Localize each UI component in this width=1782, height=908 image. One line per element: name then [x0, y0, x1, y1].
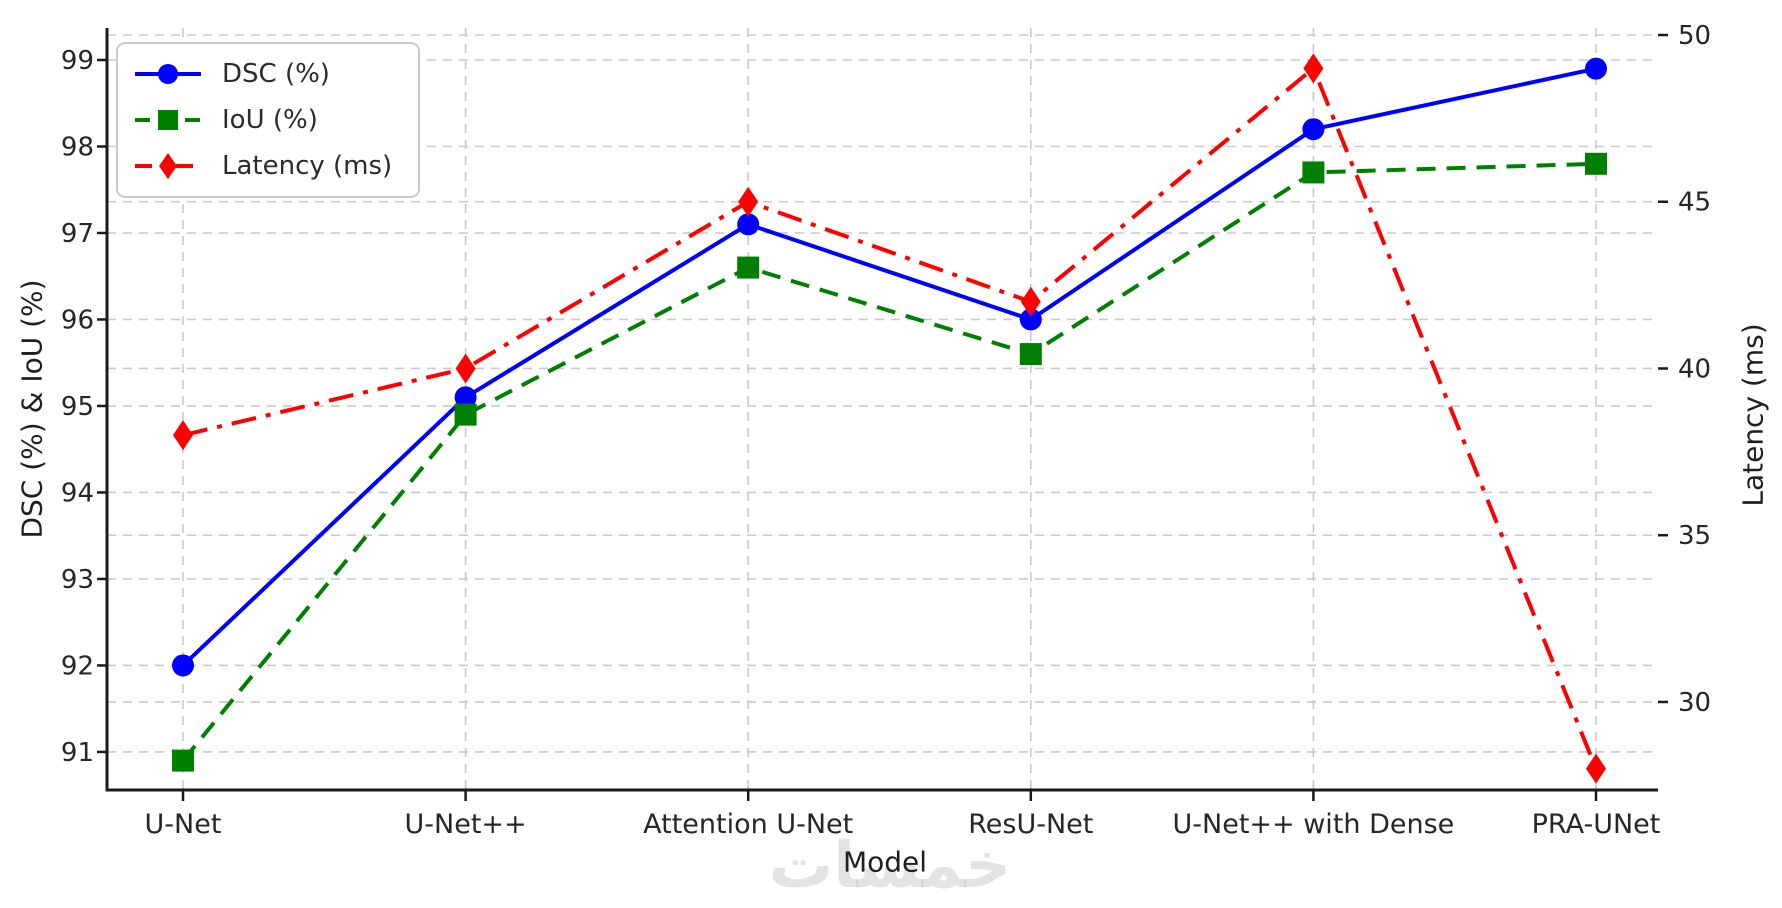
- data-point-diamond: [1586, 753, 1606, 784]
- data-point-diamond: [173, 420, 193, 451]
- data-point-circle: [1302, 118, 1325, 141]
- data-point-diamond: [1020, 286, 1041, 317]
- legend-label: DSC (%): [222, 59, 330, 89]
- x-axis-label: Model: [842, 845, 928, 879]
- left-tick-label: 99: [61, 46, 94, 76]
- dsc-line-circle-icon: [135, 64, 201, 84]
- x-tick-label: U-Net++ with Dense: [1173, 809, 1455, 840]
- left-tick-label: 98: [61, 132, 94, 162]
- series-line-diamond: [182, 65, 1598, 770]
- y-axis-label-left: DSC (%) & IoU (%): [15, 279, 49, 539]
- data-point-square: [1302, 161, 1325, 184]
- data-point-circle: [454, 386, 477, 409]
- left-tick-label: 97: [61, 219, 94, 249]
- legend-item-iou: IoU (%): [132, 98, 392, 142]
- legend-item-dsc: DSC (%): [132, 52, 392, 96]
- series-line-square: [181, 161, 1597, 762]
- data-point-circle: [737, 213, 760, 236]
- data-point-circle: [1019, 308, 1042, 331]
- left-tick-label: 96: [61, 305, 94, 335]
- left-tick-label: 94: [61, 478, 94, 508]
- data-point-square: [737, 256, 760, 279]
- data-point-diamond: [738, 186, 759, 217]
- data-point-square: [454, 403, 477, 426]
- left-tick-label: 93: [61, 565, 94, 595]
- latency-line-diamond-icon: [135, 153, 201, 179]
- right-tick-label: 45: [1678, 188, 1711, 218]
- right-tick-label: 35: [1678, 521, 1711, 551]
- legend: DSC (%) IoU (%) Latency (ms): [116, 42, 421, 198]
- legend-label: IoU (%): [222, 105, 318, 135]
- x-tick-label: U-Net: [145, 809, 222, 840]
- data-point-circle: [172, 654, 194, 677]
- x-tick-label: U-Net++: [405, 809, 527, 840]
- right-tick-label: 50: [1678, 21, 1711, 51]
- left-tick-label: 92: [61, 651, 94, 681]
- right-tick-label: 40: [1678, 354, 1711, 384]
- iou-line-square-icon: [135, 110, 201, 130]
- data-point-square: [1019, 343, 1042, 366]
- y-axis-label-right: Latency (ms): [1736, 323, 1770, 507]
- left-tick-label: 91: [61, 738, 94, 768]
- left-tick-label: 95: [61, 392, 94, 422]
- x-tick-label: ResU-Net: [968, 809, 1093, 840]
- data-point-square: [172, 749, 194, 772]
- data-point-diamond: [455, 353, 476, 384]
- data-point-circle: [1585, 57, 1607, 80]
- x-tick-label: Attention U-Net: [643, 809, 853, 840]
- legend-item-latency: Latency (ms): [132, 144, 392, 188]
- x-tick-label: PRA-UNet: [1532, 809, 1661, 840]
- data-point-diamond: [1303, 53, 1324, 84]
- watermark: خمسات: [768, 829, 1012, 903]
- right-tick-label: 30: [1678, 688, 1711, 718]
- legend-label: Latency (ms): [222, 151, 393, 181]
- series-line-circle: [181, 66, 1597, 667]
- data-point-square: [1585, 152, 1607, 175]
